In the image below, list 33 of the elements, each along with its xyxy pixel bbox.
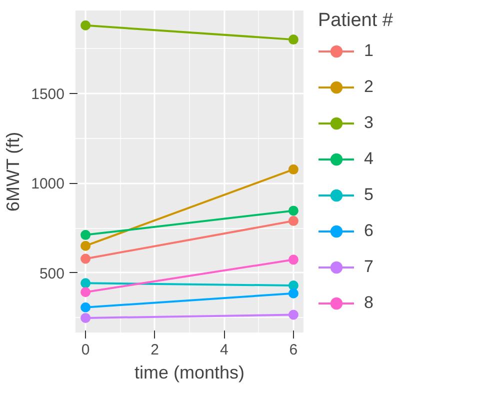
point — [80, 20, 91, 30]
point — [288, 310, 298, 320]
legend-label: 1 — [364, 41, 374, 61]
point — [288, 254, 298, 265]
legend-label: 3 — [364, 113, 374, 133]
legend-label: 7 — [364, 257, 374, 277]
x-tick-label: 6 — [289, 342, 298, 358]
point — [80, 312, 91, 323]
y-tick-label: 500 — [39, 265, 65, 282]
legend-title: Patient # — [318, 10, 393, 32]
point — [80, 278, 91, 288]
point — [288, 164, 298, 174]
point — [80, 230, 91, 240]
y-tick-label: 1500 — [31, 86, 65, 104]
legend-label: 5 — [364, 185, 374, 205]
x-tick-label: 4 — [220, 342, 228, 358]
point — [80, 302, 91, 312]
y-tick-label: 1000 — [31, 176, 65, 193]
point — [80, 254, 91, 264]
legend-label: 4 — [364, 149, 374, 169]
point — [288, 216, 298, 226]
point — [288, 206, 298, 216]
point — [80, 287, 91, 298]
y-axis-title: 6MWT (ft) — [3, 132, 24, 212]
point — [288, 34, 298, 45]
legend-label: 8 — [364, 293, 374, 313]
x-tick-label: 2 — [150, 342, 160, 358]
legend-label: 2 — [364, 77, 374, 97]
point — [288, 288, 298, 298]
x-tick-label: 0 — [81, 342, 90, 358]
x-axis-title: time (months) — [134, 362, 245, 382]
point — [80, 240, 91, 251]
legend-label: 6 — [364, 221, 374, 241]
